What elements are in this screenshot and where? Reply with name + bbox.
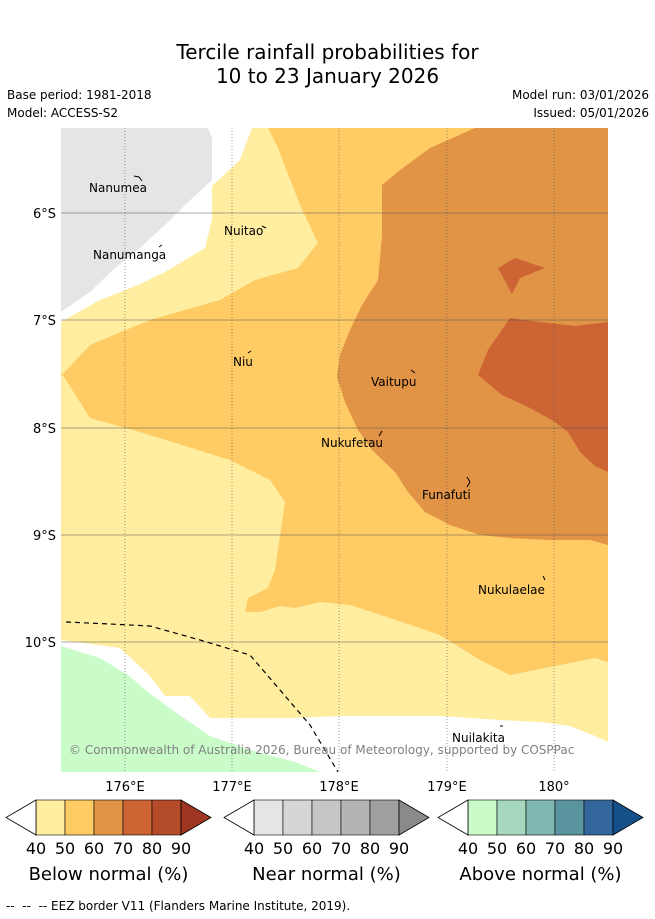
base-period: Base period: 1981-2018 — [7, 88, 152, 102]
eez-border-footnote: -- -- -- EEZ border V11 (Flanders Marine… — [6, 899, 351, 913]
nanumea-outline — [133, 175, 143, 182]
island-label-nuilakita: Nuilakita — [452, 731, 505, 745]
above-normal-tick-label: 50 — [487, 839, 507, 858]
nukufetau-outline — [378, 430, 383, 437]
lat-label-10s: 10°S — [25, 636, 56, 651]
graticule — [61, 128, 608, 772]
island-label-nukulaelae: Nukulaelae — [478, 583, 545, 597]
eez-border-line — [65, 621, 339, 773]
near-normal-tick-label: 90 — [389, 839, 409, 858]
model-name: Model: ACCESS-S2 — [7, 106, 119, 120]
lon-label-180: 180° — [538, 780, 569, 795]
below-normal-tick-label: 60 — [84, 839, 104, 858]
below-normal-upper-extend-arrow — [180, 799, 212, 836]
near-normal-tick-label: 70 — [331, 839, 351, 858]
map-title: Tercile rainfall probabilities for 10 to… — [0, 40, 655, 88]
lon-label-179e: 179°E — [427, 780, 467, 795]
lon-label-178e: 178°E — [319, 780, 359, 795]
below-normal-tick-label: 70 — [113, 839, 133, 858]
lat-label-6s: 6°S — [33, 207, 56, 222]
island-label-nanumea: Nanumea — [89, 181, 147, 195]
below-normal-tick-label: 40 — [26, 839, 46, 858]
lat-label-7s: 7°S — [33, 314, 56, 329]
above-normal-swatch-50 — [496, 799, 527, 836]
above-normal-tick-label: 60 — [516, 839, 536, 858]
below-normal-swatch-70 — [122, 799, 153, 836]
lon-label-176e: 176°E — [105, 780, 145, 795]
near-normal-tick-label: 80 — [360, 839, 380, 858]
below-normal-tick-label: 90 — [171, 839, 191, 858]
near-normal-tick-label: 40 — [244, 839, 264, 858]
below-normal-tick-label: 80 — [142, 839, 162, 858]
below-normal-70-80-area-east — [478, 318, 608, 472]
above-normal-lower-extend-arrow — [437, 799, 469, 836]
above-normal-tick-label: 70 — [545, 839, 565, 858]
copyright-notice: © Commonwealth of Australia 2026, Bureau… — [69, 743, 574, 757]
island-outlines — [133, 175, 546, 727]
island-label-niu: Niu — [233, 355, 253, 369]
above-normal-upper-extend-arrow — [612, 799, 644, 836]
below-normal-lower-extend-arrow — [5, 799, 37, 836]
model-run: Model run: 03/01/2026 — [511, 88, 649, 102]
lat-label-8s: 8°S — [33, 422, 56, 437]
below-normal-colorbar: 40 50 60 70 80 90 Below normal (%) — [5, 799, 212, 885]
above-normal-colorbar: 40 50 60 70 80 90 Above normal (%) — [437, 799, 644, 885]
near-normal-swatch-80 — [369, 799, 400, 836]
near-normal-tick-label: 50 — [273, 839, 293, 858]
lat-label-9s: 9°S — [33, 529, 56, 544]
above-normal-40-50-area — [61, 646, 320, 772]
near-normal-swatch-50 — [282, 799, 313, 836]
near-normal-colorbar: 40 50 60 70 80 90 Near normal (%) — [223, 799, 430, 885]
map-canvas: Nanumea Nuitao Nanumanga Niu Vaitupu Nuk… — [5, 128, 644, 885]
above-normal-swatch-40 — [467, 799, 498, 836]
funafuti-outline — [466, 476, 471, 488]
title-line-2: 10 to 23 January 2026 — [215, 64, 440, 88]
near-normal-upper-extend-arrow — [398, 799, 430, 836]
near-normal-swatch-70 — [340, 799, 371, 836]
issued-date: Issued: 05/01/2026 — [533, 106, 649, 120]
island-label-nukufetau: Nukufetau — [321, 436, 383, 450]
above-normal-swatch-80 — [583, 799, 614, 836]
island-label-nuitao: Nuitao — [224, 224, 263, 238]
probability-fill — [61, 128, 608, 772]
above-normal-tick-label: 80 — [574, 839, 594, 858]
below-normal-swatch-40 — [35, 799, 66, 836]
legend-colorbars: 40 50 60 70 80 90 Below normal (%) 40 50 60 70 80 90… — [5, 799, 644, 885]
below-normal-60-70-area — [337, 128, 608, 545]
near-normal-40-50-area — [61, 128, 212, 312]
below-normal-swatch-80 — [151, 799, 182, 836]
below-normal-colorbar-title: Below normal (%) — [29, 864, 189, 885]
above-normal-colorbar-title: Above normal (%) — [459, 864, 621, 885]
above-normal-swatch-60 — [525, 799, 556, 836]
island-label-nanumanga: Nanumanga — [93, 248, 166, 262]
near-normal-lower-extend-arrow — [223, 799, 255, 836]
island-label-vaitupu: Vaitupu — [371, 375, 417, 389]
near-normal-swatch-40 — [253, 799, 284, 836]
nukulaelae-outline — [542, 575, 546, 581]
below-normal-swatch-60 — [93, 799, 124, 836]
above-normal-tick-label: 40 — [458, 839, 478, 858]
vaitupu-outline — [410, 369, 416, 374]
lon-label-177e: 177°E — [212, 780, 252, 795]
above-normal-tick-label: 90 — [603, 839, 623, 858]
island-label-funafuti: Funafuti — [422, 488, 471, 502]
title-line-1: Tercile rainfall probabilities for — [176, 40, 479, 64]
near-normal-swatch-60 — [311, 799, 342, 836]
near-normal-tick-label: 60 — [302, 839, 322, 858]
above-normal-swatch-70 — [554, 799, 585, 836]
niu-outline — [247, 350, 252, 354]
near-normal-colorbar-title: Near normal (%) — [252, 864, 401, 885]
below-normal-tick-label: 50 — [55, 839, 75, 858]
below-normal-70-80-area-patch — [498, 258, 545, 294]
nanumanga-outline — [158, 244, 163, 248]
nuitao-outline — [261, 225, 267, 229]
below-normal-swatch-50 — [64, 799, 95, 836]
